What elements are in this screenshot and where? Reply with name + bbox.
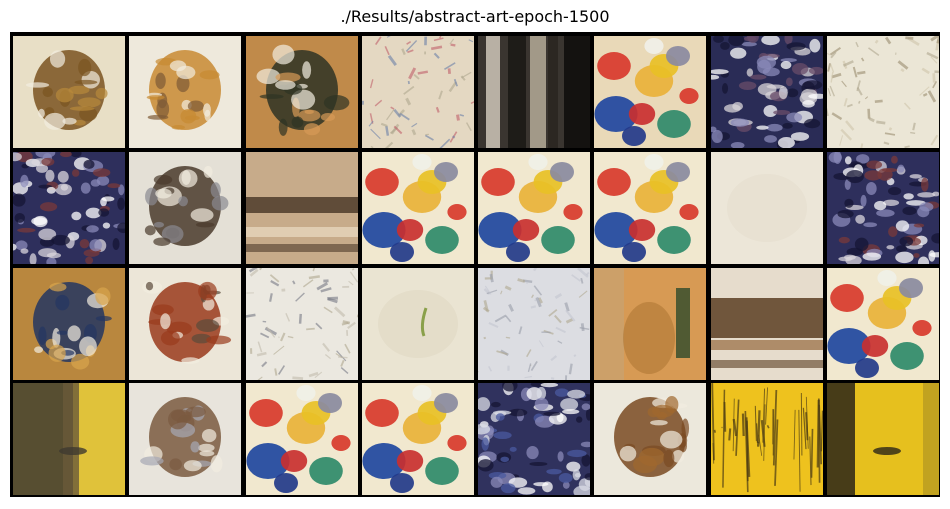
generated-image-tile (594, 36, 707, 148)
generated-image-tile (710, 383, 823, 496)
generated-image-tile (478, 383, 590, 496)
generated-image-tile (826, 383, 939, 496)
generated-image-tile (826, 151, 939, 264)
generated-image-tile (478, 36, 590, 148)
generated-image-tile (826, 36, 939, 148)
generated-image-tile (129, 267, 242, 380)
generated-image-tile (245, 267, 358, 380)
generated-image-tile (245, 151, 358, 264)
generated-image-tile (478, 151, 590, 264)
generated-image-tile (245, 36, 358, 148)
generated-image-tile (13, 383, 125, 496)
generated-image-tile (13, 36, 125, 148)
generated-image-tile (594, 267, 707, 380)
generated-image-tile (361, 36, 474, 148)
generated-image-tile (361, 151, 474, 264)
generated-image-tile (129, 383, 242, 496)
generated-image-tile (710, 267, 823, 380)
generated-image-tile (13, 267, 125, 380)
generated-image-tile (478, 267, 590, 380)
generated-image-tile (594, 383, 707, 496)
image-grid (10, 32, 940, 497)
generated-image-tile (710, 36, 823, 148)
figure-title: ./Results/abstract-art-epoch-1500 (340, 7, 610, 26)
generated-image-tile (13, 151, 125, 264)
generated-image-tile (129, 151, 242, 264)
generated-image-tile (129, 36, 242, 148)
generated-image-tile (710, 151, 823, 264)
generated-image-tile (361, 267, 474, 380)
generated-image-tile (826, 267, 939, 380)
generated-image-tile (594, 151, 707, 264)
generated-image-tile (245, 383, 358, 496)
generated-image-tile (361, 383, 474, 496)
